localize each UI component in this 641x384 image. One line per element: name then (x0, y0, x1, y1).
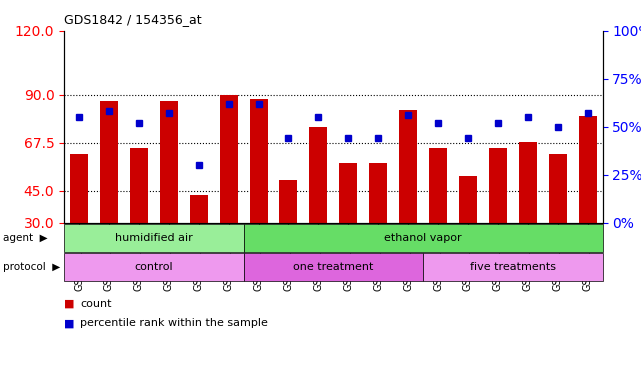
Text: protocol  ▶: protocol ▶ (3, 262, 60, 272)
Bar (519, 142, 537, 223)
Bar (310, 127, 328, 223)
Text: count: count (80, 299, 112, 309)
Bar (399, 110, 417, 223)
Bar (549, 154, 567, 223)
Bar (160, 101, 178, 223)
Bar (249, 99, 267, 223)
Bar (190, 195, 208, 223)
Text: agent  ▶: agent ▶ (3, 233, 48, 243)
Bar (70, 154, 88, 223)
Text: ■: ■ (64, 318, 74, 328)
Text: five treatments: five treatments (470, 262, 556, 272)
Text: percentile rank within the sample: percentile rank within the sample (80, 318, 268, 328)
Text: ■: ■ (64, 299, 74, 309)
Bar (489, 148, 507, 223)
Text: ethanol vapor: ethanol vapor (384, 233, 462, 243)
Bar (579, 116, 597, 223)
Bar (220, 95, 238, 223)
Bar (369, 163, 387, 223)
Bar (429, 148, 447, 223)
Bar (130, 148, 148, 223)
Bar (459, 176, 477, 223)
Text: GDS1842 / 154356_at: GDS1842 / 154356_at (64, 13, 202, 26)
Bar (279, 180, 297, 223)
Text: control: control (135, 262, 173, 272)
Bar (100, 101, 118, 223)
Text: one treatment: one treatment (293, 262, 374, 272)
Text: humidified air: humidified air (115, 233, 193, 243)
Bar (339, 163, 357, 223)
